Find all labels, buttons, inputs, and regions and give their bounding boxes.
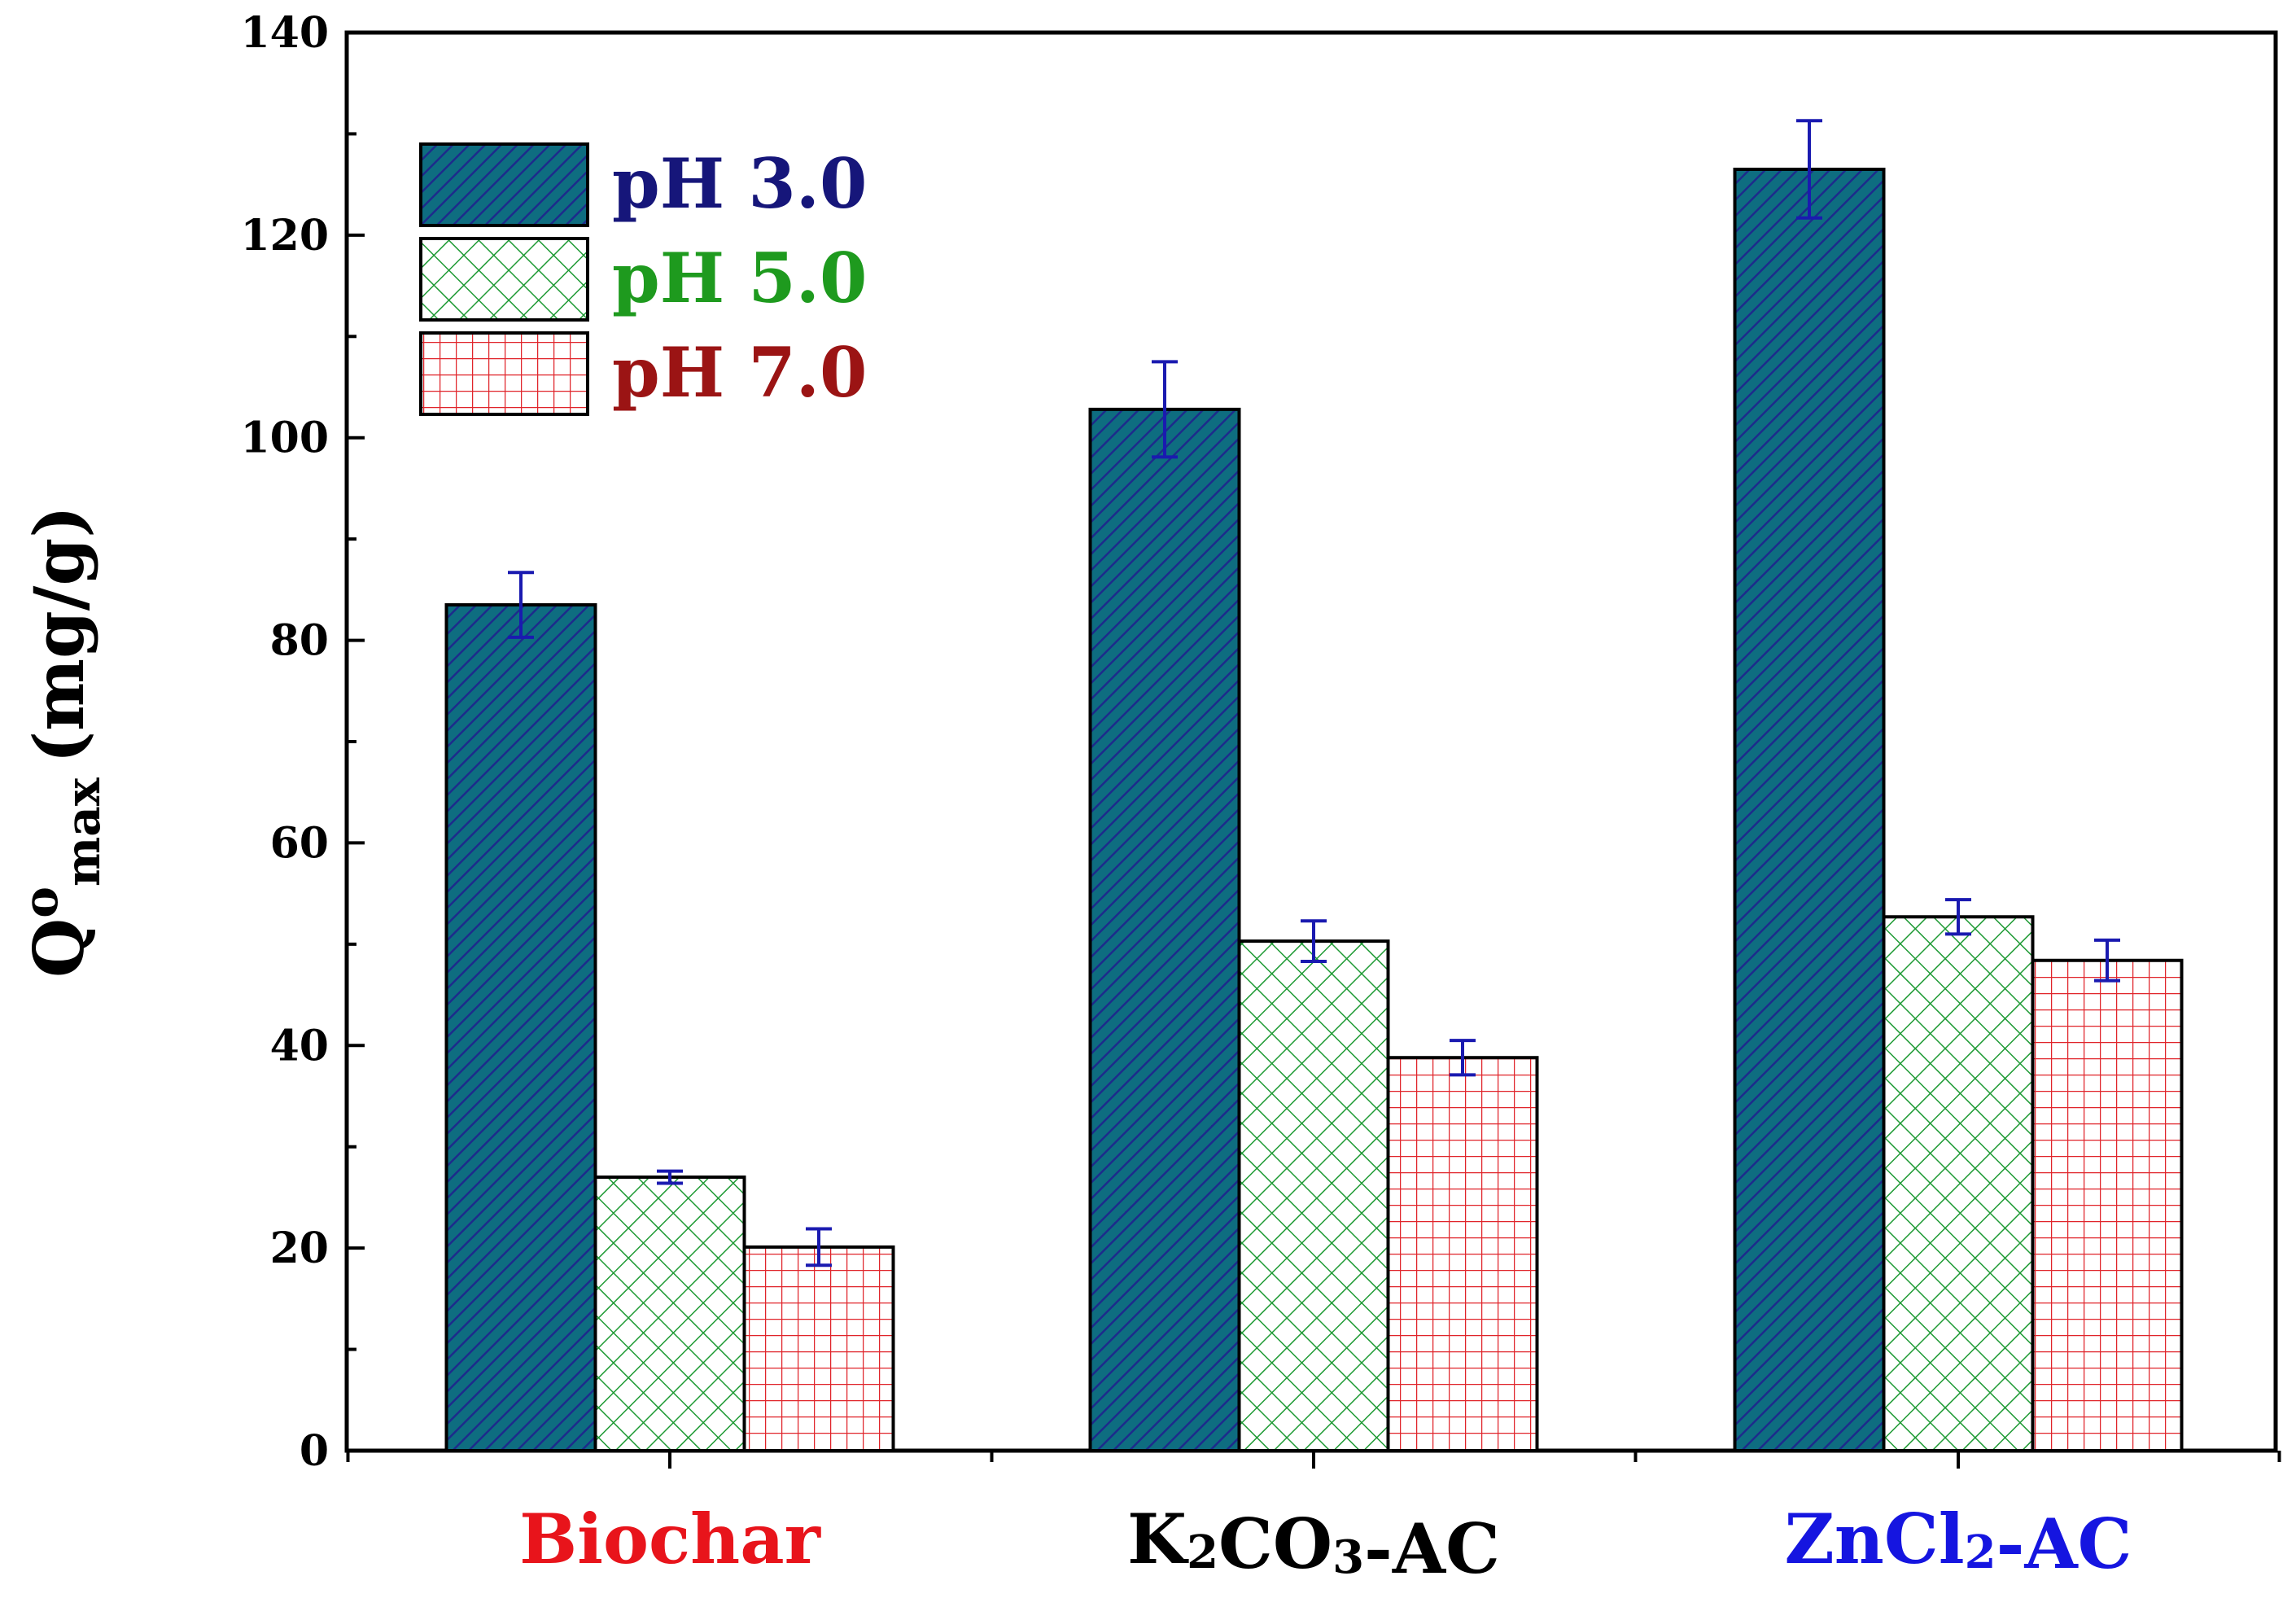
bar [593,1176,746,1452]
x-category-label-subscript: 2 [1187,1526,1218,1579]
error-bars-group [508,119,2120,1267]
x-category-label-part: -AC [1364,1508,1500,1589]
x-category-label-part: ZnCl [1784,1499,1964,1579]
x-category-label-subscript: 3 [1332,1530,1364,1584]
bar [742,1245,895,1452]
x-axis: Biochar K2CO3-AC ZnCl2-AC [346,1451,2281,1589]
y-tick-label: 0 [300,1426,329,1476]
x-category-label: Biochar [519,1499,822,1579]
bar [1733,167,1886,1453]
x-category-label-part: -AC [1996,1504,2132,1584]
legend-label: pH 3.0 [612,143,867,224]
legend-label: pH 7.0 [612,332,867,413]
y-tick-label: 60 [270,818,329,868]
legend-swatch [419,237,589,322]
y-tick-label: 100 [240,414,329,463]
x-category-label-part: K [1127,1499,1189,1579]
legend-swatch [419,142,589,227]
bar [1237,939,1390,1452]
bar [1882,915,2035,1453]
bars-group [444,167,2184,1453]
bar [1386,1056,1539,1453]
y-tick-label: 140 [240,8,329,58]
x-category-label: ZnCl2-AC [1784,1499,2132,1584]
x-category-label: K2CO3-AC [1127,1499,1500,1589]
y-axis-title-subscript: max [55,777,111,887]
y-tick-label: 120 [240,211,329,260]
y-tick-label: 20 [270,1224,329,1273]
y-tick-label: 40 [270,1021,329,1070]
x-category-label-part: Biochar [519,1499,822,1579]
y-axis-title-unit: (mg/g) [19,506,99,764]
y-axis-title-main: Q [19,918,99,978]
y-tick-label: 80 [270,616,329,666]
bar [1088,407,1241,1453]
legend-swatch [419,331,589,416]
bar [444,603,597,1452]
legend-label: pH 5.0 [612,238,867,318]
bar [2031,958,2184,1453]
x-category-label-subscript: 2 [1965,1526,1996,1579]
x-category-label-part: CO [1218,1504,1332,1584]
y-axis-title: Qomax (mg/g) [13,506,111,978]
y-axis-title-superscript: o [13,887,68,918]
y-axis: 0 20 40 60 80 100 120 140 [240,8,365,1476]
legend: pH 3.0 pH 5.0 pH 7.0 [419,142,867,416]
